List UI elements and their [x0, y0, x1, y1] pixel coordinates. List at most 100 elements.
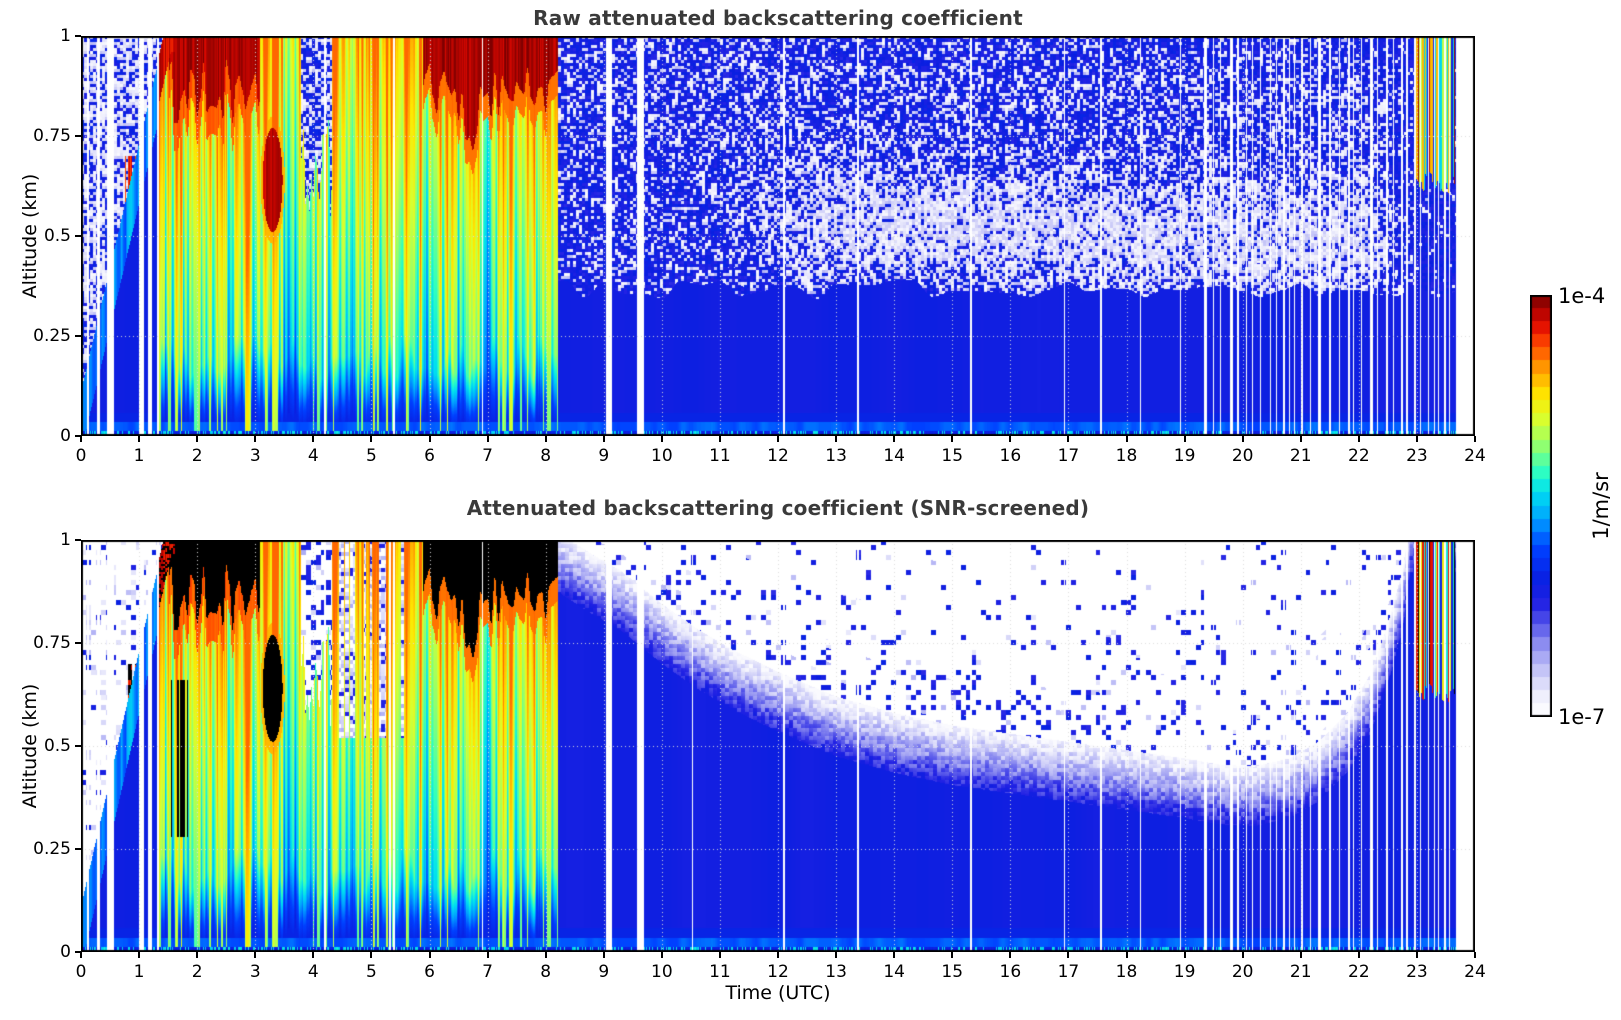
x-tick-mark — [777, 952, 779, 958]
x-tick-mark — [1183, 436, 1186, 442]
x-tick-label: 0 — [75, 962, 87, 982]
y-tick-mark — [75, 135, 81, 137]
x-tick-label: 17 — [1057, 446, 1080, 466]
x-tick-label: 18 — [1115, 962, 1138, 982]
x-tick-label: 23 — [1406, 962, 1428, 982]
x-tick-label: 21 — [1289, 446, 1312, 466]
x-tick-label: 23 — [1406, 446, 1428, 466]
y-tick-label: 0.75 — [33, 126, 71, 146]
x-tick-mark — [602, 952, 605, 958]
x-tick-label: 15 — [941, 962, 964, 982]
x-tick-mark — [1241, 436, 1244, 442]
x-tick-mark — [951, 952, 954, 958]
x-tick-label: 20 — [1231, 962, 1254, 982]
x-tick-mark — [486, 952, 489, 958]
x-tick-mark — [835, 436, 838, 442]
y-tick-label: 0.5 — [43, 736, 71, 756]
x-tick-label: 3 — [249, 446, 261, 466]
x-tick-label: 13 — [825, 962, 847, 982]
x-tick-label: 11 — [709, 962, 731, 982]
x-tick-mark — [370, 436, 373, 442]
x-tick-mark — [1357, 436, 1360, 442]
x-tick-label: 2 — [191, 446, 203, 466]
x-tick-mark — [893, 436, 896, 442]
x-tick-label: 8 — [540, 962, 552, 982]
x-tick-label: 11 — [709, 446, 731, 466]
y-tick-mark — [75, 35, 81, 37]
y-tick-mark — [75, 235, 81, 237]
x-tick-label: 14 — [883, 446, 905, 466]
x-tick-mark — [1067, 952, 1070, 958]
y-tick-mark — [75, 848, 81, 850]
x-tick-label: 17 — [1057, 962, 1080, 982]
x-tick-mark — [1183, 952, 1186, 958]
x-tick-label: 0 — [75, 446, 87, 466]
x-tick-label: 9 — [598, 446, 610, 466]
y-tick-label: 0.25 — [33, 326, 71, 346]
y-tick-mark — [75, 335, 81, 337]
x-tick-label: 16 — [999, 962, 1022, 982]
x-tick-label: 9 — [598, 962, 610, 982]
x-tick-mark — [893, 952, 896, 958]
x-tick-mark — [138, 952, 141, 958]
x-tick-label: 5 — [365, 962, 377, 982]
x-tick-mark — [544, 952, 547, 958]
x-tick-label: 15 — [941, 446, 964, 466]
x-tick-mark — [1067, 436, 1070, 442]
x-tick-label: 4 — [307, 962, 319, 982]
x-tick-mark — [660, 952, 663, 958]
x-tick-mark — [196, 436, 199, 442]
x-tick-mark — [1241, 952, 1244, 958]
x-tick-mark — [80, 436, 82, 442]
x-tick-label: 18 — [1115, 446, 1138, 466]
x-tick-label: 3 — [249, 962, 261, 982]
x-tick-mark — [718, 952, 721, 958]
y-tick-mark — [75, 951, 81, 953]
x-tick-label: 22 — [1348, 446, 1370, 466]
bottom-panel-title: Attenuated backscattering coefficient (S… — [466, 496, 1090, 520]
x-tick-label: 19 — [1173, 962, 1196, 982]
x-tick-label: 20 — [1231, 446, 1254, 466]
x-tick-label: 8 — [540, 446, 552, 466]
x-tick-mark — [1415, 952, 1418, 958]
y-tick-label: 0.25 — [33, 839, 71, 859]
x-tick-mark — [1474, 436, 1476, 442]
x-tick-mark — [1125, 952, 1128, 958]
x-tick-mark — [777, 436, 779, 442]
colorbar-max-label: 1e-4 — [1558, 284, 1606, 308]
x-tick-label: 14 — [883, 962, 905, 982]
y-tick-mark — [75, 435, 81, 437]
x-tick-mark — [835, 952, 838, 958]
x-tick-mark — [312, 436, 315, 442]
y-tick-label: 0.5 — [43, 226, 71, 246]
x-tick-label: 7 — [482, 962, 493, 982]
x-tick-label: 5 — [365, 446, 377, 466]
x-tick-label: 6 — [424, 962, 435, 982]
x-tick-label: 2 — [191, 962, 203, 982]
x-tick-label: 1 — [133, 962, 145, 982]
y-tick-mark — [75, 745, 81, 747]
x-tick-mark — [254, 952, 257, 958]
x-tick-mark — [1125, 436, 1128, 442]
y-tick-label: 1 — [60, 26, 71, 46]
x-tick-label: 24 — [1464, 446, 1486, 466]
x-tick-mark — [428, 952, 431, 958]
x-axis-label: Time (UTC) — [725, 982, 831, 1004]
raw-backscatter-heatmap — [81, 36, 1475, 436]
colorbar-min-label: 1e-7 — [1558, 705, 1606, 729]
y-tick-label: 0 — [60, 426, 71, 446]
x-tick-label: 13 — [825, 446, 847, 466]
x-tick-mark — [486, 436, 489, 442]
x-tick-mark — [138, 436, 141, 442]
x-tick-mark — [428, 436, 431, 442]
x-tick-label: 1 — [133, 446, 145, 466]
y-tick-label: 0.75 — [33, 633, 71, 653]
x-tick-label: 12 — [767, 446, 789, 466]
x-tick-label: 6 — [424, 446, 435, 466]
x-tick-mark — [544, 436, 547, 442]
y-tick-mark — [75, 642, 81, 644]
x-tick-mark — [80, 952, 82, 958]
colorbar-gradient — [1530, 295, 1552, 717]
x-tick-mark — [254, 436, 257, 442]
